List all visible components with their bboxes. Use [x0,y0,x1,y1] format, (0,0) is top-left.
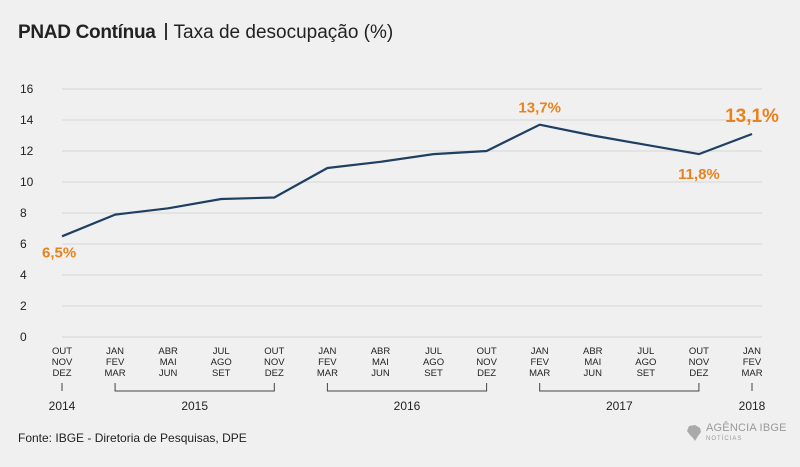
x-tick-label: JAN FEV MAR [105,346,126,379]
data-label: 6,5% [42,244,76,261]
year-label: 2018 [739,399,766,413]
data-label: 13,1% [725,106,779,127]
x-tick-label: OUT NOV DEZ [689,346,710,379]
year-label: 2017 [606,399,633,413]
chart-subtitle: Taxa de desocupação (%) [173,22,394,43]
y-tick-label: 14 [20,113,34,127]
year-label: 2016 [394,399,421,413]
chart-title: PNAD Contínua [18,22,156,43]
x-tick-label: JAN FEV MAR [741,346,762,379]
data-label: 11,8% [678,166,720,183]
x-tick-label: OUT NOV DEZ [476,346,497,379]
y-tick-label: 12 [20,144,34,158]
x-tick-label: OUT NOV DEZ [264,346,285,379]
brazil-map-icon [687,424,701,441]
agencia-ibge-logo: AGÊNCIA IBGE NOTÍCIAS [686,423,787,442]
year-bracket [114,383,275,392]
year-label: 2015 [181,399,208,413]
y-tick-label: 10 [20,175,34,189]
y-tick-label: 8 [20,206,27,220]
chart-title-row: PNAD Contínua Taxa de desocupação (%) [18,22,393,44]
y-tick-label: 2 [20,299,27,313]
x-tick-label: JUL AGO SET [635,346,656,379]
x-tick-label: JAN FEV MAR [529,346,550,379]
x-tick-label: JAN FEV MAR [317,346,338,379]
logo-subtitle: NOTÍCIAS [706,436,743,442]
x-tick-label: JUL AGO SET [211,346,232,379]
y-tick-label: 6 [20,237,27,251]
x-tick-label: OUT NOV DEZ [52,346,73,379]
data-label: 13,7% [518,100,561,117]
y-tick-label: 4 [20,268,27,282]
x-tick-label: ABR MAI JUN [583,346,603,379]
y-tick-label: 0 [20,330,27,344]
x-tick-label: ABR MAI JUN [158,346,178,379]
source-note: Fonte: IBGE - Diretoria de Pesquisas, DP… [18,431,247,445]
year-bracket [326,383,488,392]
title-separator [164,23,167,40]
logo-name: AGÊNCIA IBGE [706,422,787,434]
series-line [61,123,753,238]
y-tick-label: 16 [20,82,34,96]
year-label: 2014 [49,399,76,413]
x-tick-label: JUL AGO SET [423,346,444,379]
x-tick-label: ABR MAI JUN [371,346,391,379]
year-bracket [539,383,700,392]
